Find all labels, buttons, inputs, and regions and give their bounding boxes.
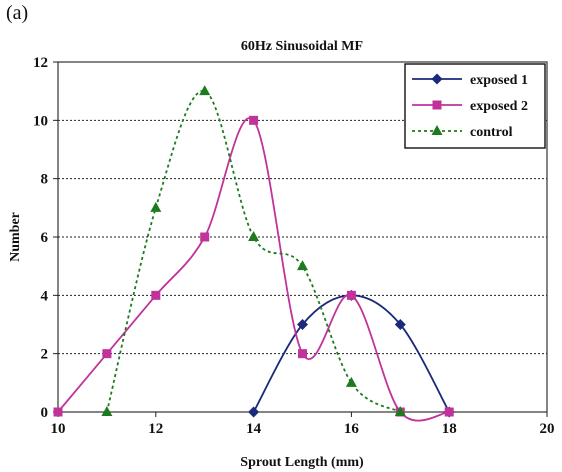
x-tick-label-10: 10 xyxy=(51,421,66,437)
axis-ticks: 0 2 4 6 8 10 12 10 12 14 16 18 20 xyxy=(33,55,555,437)
data-point-exposed-2-14 xyxy=(249,115,259,125)
chart-title: 60Hz Sinusoidal MF xyxy=(241,39,363,54)
x-tick-label-18: 18 xyxy=(442,421,457,437)
x-tick-label-14: 14 xyxy=(246,421,262,437)
data-point-exposed-2-12 xyxy=(151,290,161,300)
x-tick-label-16: 16 xyxy=(344,421,360,437)
legend: exposed 1 exposed 2 control xyxy=(404,63,546,149)
y-tick-label-0: 0 xyxy=(41,405,49,421)
data-point-control-17 xyxy=(394,406,406,416)
data-point-exposed-2-16 xyxy=(346,290,356,300)
data-point-exposed-1-15 xyxy=(297,319,308,330)
data-point-exposed-2-11 xyxy=(102,349,112,359)
legend-item-control: control xyxy=(412,125,513,140)
y-tick-label-8: 8 xyxy=(41,172,49,188)
legend-marker-exposed-2 xyxy=(432,100,442,110)
y-tick-label-12: 12 xyxy=(33,55,48,71)
legend-box xyxy=(404,63,546,149)
series-layer xyxy=(53,85,455,422)
data-point-control-16 xyxy=(345,376,357,387)
data-point-control-15 xyxy=(297,260,308,271)
x-tick-label-20: 20 xyxy=(540,421,555,437)
data-point-exposed-1-17 xyxy=(394,319,406,330)
y-tick-label-4: 4 xyxy=(41,288,49,304)
data-point-control-13 xyxy=(199,85,211,96)
panel-label: (a) xyxy=(6,2,29,24)
legend-label-exposed-2: exposed 2 xyxy=(470,99,528,114)
data-point-exposed-1-14 xyxy=(248,406,260,418)
y-tick-label-2: 2 xyxy=(41,347,49,363)
y-tick-label-6: 6 xyxy=(41,230,49,246)
series-control xyxy=(101,85,406,416)
data-point-exposed-2-18 xyxy=(444,407,454,417)
legend-label-exposed-1: exposed 1 xyxy=(470,73,528,88)
y-tick-label-10: 10 xyxy=(33,113,48,129)
data-point-control-12 xyxy=(150,201,162,212)
series-exposed-2 xyxy=(53,115,454,422)
legend-label-control: control xyxy=(470,125,513,140)
data-point-exposed-2-13 xyxy=(200,232,210,242)
series-line-exposed-2 xyxy=(57,117,450,422)
legend-item-exposed-1: exposed 1 xyxy=(412,73,528,88)
data-point-exposed-2-10 xyxy=(53,407,63,417)
data-point-exposed-2-15 xyxy=(298,349,307,359)
data-point-control-11 xyxy=(101,406,113,416)
data-point-control-14 xyxy=(248,231,260,241)
legend-item-exposed-2: exposed 2 xyxy=(412,99,528,114)
legend-marker-control xyxy=(431,125,443,135)
x-tick-label-12: 12 xyxy=(148,421,163,437)
y-axis-title: Number xyxy=(8,212,23,262)
legend-marker-exposed-1 xyxy=(431,73,443,85)
x-axis-title: Sprout Length (mm) xyxy=(240,455,364,470)
